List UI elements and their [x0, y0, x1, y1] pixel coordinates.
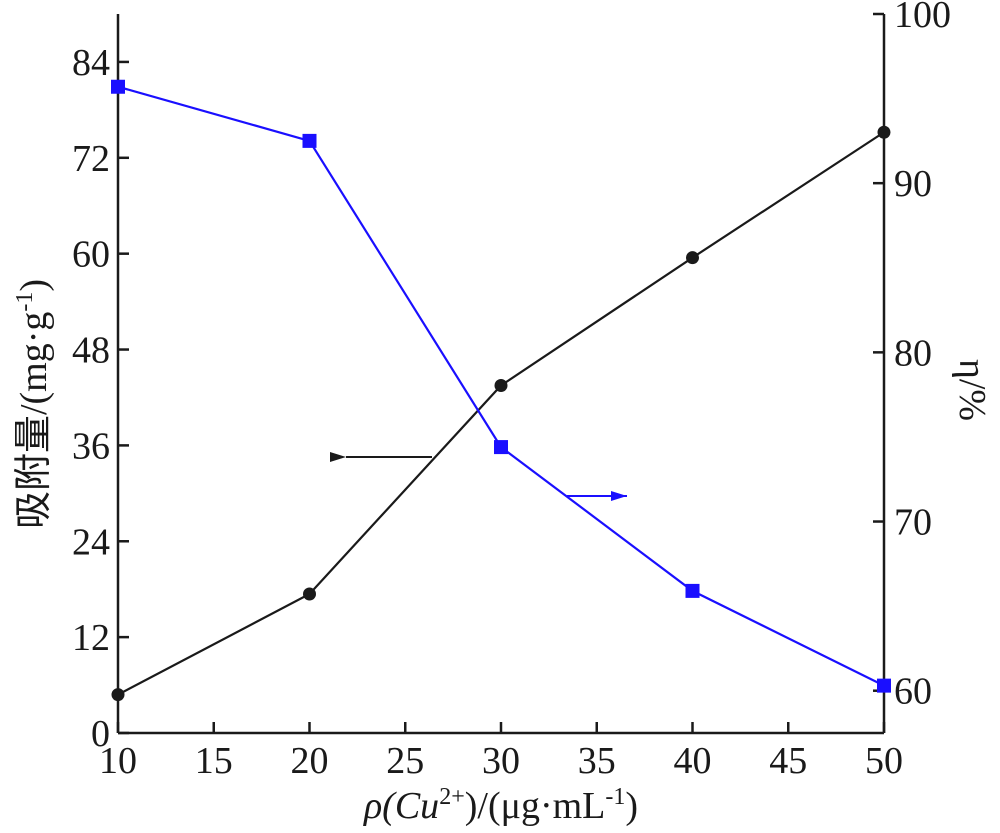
- left-y-axis-title: 吸附量/(mg·g-1): [12, 279, 55, 529]
- removal-rate-point: [111, 79, 125, 94]
- removal-rate-point: [302, 133, 317, 148]
- left-y-tick-label: 48: [72, 330, 110, 372]
- adsorption-point: [111, 688, 125, 702]
- x-tick-label: 15: [195, 740, 233, 782]
- right-y-tick-label: 80: [894, 332, 932, 374]
- right-y-ticks: 60 70 80 90 100: [873, 0, 951, 713]
- right-y-tick-label: 90: [894, 163, 932, 205]
- adsorption-point: [686, 251, 699, 265]
- right-y-tick-label: 60: [894, 671, 932, 713]
- x-tick-label: 10: [99, 740, 137, 782]
- x-tick-label: 45: [769, 740, 807, 782]
- x-tick-label: 20: [291, 740, 329, 782]
- x-tick-label: 40: [674, 740, 712, 782]
- right-y-tick-label: 100: [894, 0, 951, 36]
- left-y-tick-label: 36: [72, 425, 110, 467]
- left-y-ticks: 0 12 24 36 48 60 72 84: [72, 42, 129, 755]
- left-y-tick-label: 84: [72, 42, 110, 84]
- removal-rate-point: [685, 583, 700, 598]
- adsorption-point: [494, 378, 508, 392]
- adsorption-series-line: [117, 131, 885, 696]
- x-axis-title: ρ(Cu2+)/(μg·mL-1): [363, 784, 638, 827]
- x-tick-label: 30: [482, 740, 520, 782]
- adsorption-point: [877, 125, 891, 139]
- x-ticks: 10 15 20 25 30 35 40 45 50: [99, 722, 903, 782]
- x-tick-label: 50: [865, 740, 903, 782]
- x-tick-label: 25: [386, 740, 424, 782]
- x-tick-label: 35: [578, 740, 616, 782]
- right-y-axis-title: η/%: [951, 359, 993, 421]
- series-points: [111, 79, 891, 702]
- removal-rate-point: [877, 678, 891, 693]
- adsorption-point: [303, 587, 316, 601]
- left-y-tick-label: 60: [72, 234, 110, 276]
- left-y-tick-label: 12: [72, 617, 110, 659]
- left-y-tick-label: 24: [72, 521, 110, 563]
- left-y-tick-label: 72: [72, 138, 110, 180]
- right-y-tick-label: 70: [894, 502, 932, 544]
- left-y-tick-label: 0: [91, 713, 110, 755]
- removal-rate-point: [494, 440, 508, 455]
